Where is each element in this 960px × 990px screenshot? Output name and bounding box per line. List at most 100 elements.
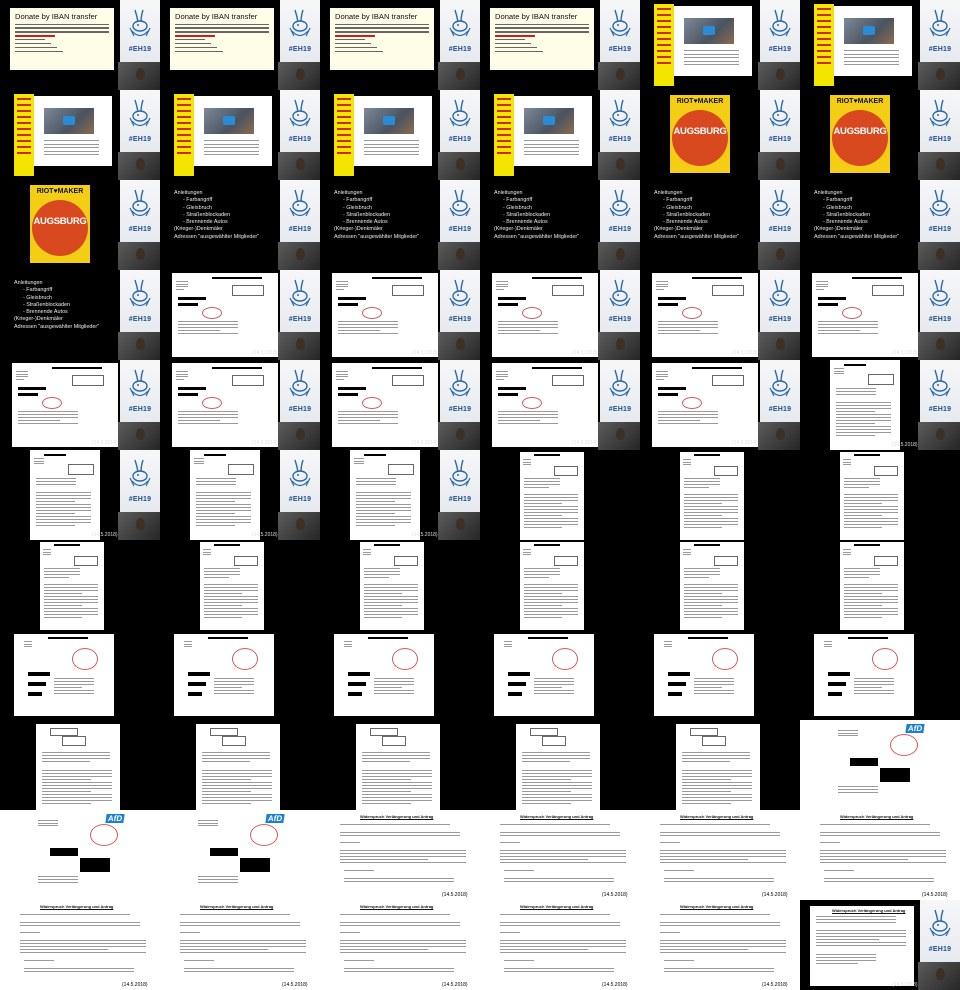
text-line	[335, 39, 365, 41]
text-line	[204, 154, 259, 155]
text-line	[196, 516, 251, 517]
redaction-bar	[508, 682, 526, 686]
document-page	[814, 634, 914, 716]
text-line	[844, 50, 899, 51]
text-line	[684, 509, 738, 510]
hare-logo-icon	[769, 99, 791, 127]
document-date: (14.5.2018)	[572, 440, 598, 446]
document-page	[356, 724, 440, 810]
text-line	[684, 64, 739, 65]
document-page: AfD	[830, 720, 940, 810]
text-line	[656, 371, 668, 372]
riot-maker-brand: RIOT♥MAKER	[836, 98, 884, 105]
news-webpage	[34, 96, 112, 166]
text-line	[202, 782, 272, 783]
text-line	[534, 681, 574, 682]
text-line	[180, 922, 300, 923]
flyer-line	[657, 26, 671, 28]
article-photo	[524, 108, 574, 134]
text-line	[836, 405, 891, 406]
text-line	[338, 327, 398, 328]
document-page	[332, 273, 438, 357]
text-line	[178, 414, 238, 415]
text-line	[682, 776, 752, 777]
text-line	[42, 752, 110, 753]
text-line	[196, 513, 235, 514]
event-tag: #EH19	[768, 46, 792, 53]
speaker-camera-inset	[438, 242, 480, 270]
text-line	[44, 599, 98, 600]
frame-thumbnail	[320, 720, 480, 810]
redaction-bar	[338, 297, 366, 300]
text-line	[524, 512, 578, 513]
text-line	[42, 794, 112, 795]
text-line	[362, 776, 432, 777]
text-line	[660, 940, 786, 941]
document-page: AfD	[190, 810, 300, 900]
text-line	[362, 752, 430, 753]
redaction-bar	[498, 393, 518, 396]
donate-slide: Donate by IBAN transfer	[330, 8, 434, 70]
text-line	[44, 593, 82, 594]
text-line	[500, 932, 520, 933]
date-box	[382, 736, 406, 746]
text-line	[364, 605, 402, 606]
afd-logo: AfD	[265, 814, 285, 823]
text-line	[198, 879, 238, 880]
slide	[320, 270, 438, 360]
speaker-camera-inset	[598, 152, 640, 180]
text-line	[836, 388, 876, 389]
hare-logo-icon	[929, 99, 951, 127]
text-line	[178, 411, 238, 412]
text-line	[184, 646, 192, 647]
news-webpage	[514, 96, 592, 166]
text-line	[340, 943, 466, 944]
red-stamp	[72, 648, 98, 670]
document-page	[20, 910, 150, 986]
text-line	[20, 922, 140, 923]
text-line	[836, 435, 875, 436]
text-line	[496, 281, 508, 282]
text-line	[524, 605, 562, 606]
text-line	[180, 914, 290, 915]
text-line	[504, 960, 534, 961]
text-line	[340, 853, 466, 854]
document-date: (14.5.2018)	[115, 714, 141, 720]
text-line	[364, 611, 418, 612]
text-line	[660, 949, 749, 950]
flyer-line	[337, 122, 351, 124]
text-line	[44, 596, 98, 597]
redaction-bar	[828, 672, 850, 676]
document-date: (14.5.2018)	[412, 532, 438, 538]
text-line	[660, 850, 786, 851]
text-line	[522, 794, 592, 795]
flyer-line	[337, 104, 351, 106]
flyer-line	[657, 20, 671, 22]
text-line	[204, 605, 242, 606]
flyer-line	[817, 50, 831, 52]
document-page	[500, 820, 630, 896]
text-line	[684, 593, 722, 594]
redaction-bar	[178, 297, 206, 300]
document-date: (14.5.2018)	[122, 982, 148, 988]
date-box	[392, 375, 424, 386]
slide: Donate by IBAN transfer	[0, 0, 118, 90]
redaction-bar	[658, 297, 686, 300]
slide	[800, 0, 918, 90]
text-line	[202, 776, 272, 777]
text-line	[344, 971, 454, 972]
date-box	[232, 285, 264, 296]
text-line	[338, 420, 380, 421]
text-line	[684, 611, 738, 612]
flyer-line	[497, 110, 511, 112]
hare-logo-icon	[289, 369, 311, 397]
text-line	[524, 608, 578, 609]
text-line	[178, 420, 220, 421]
slide	[640, 0, 758, 90]
text-line	[524, 584, 578, 585]
text-line	[682, 788, 752, 789]
text-line	[660, 922, 780, 923]
text-line	[495, 31, 589, 33]
text-line	[43, 549, 51, 550]
text-line	[44, 617, 82, 618]
